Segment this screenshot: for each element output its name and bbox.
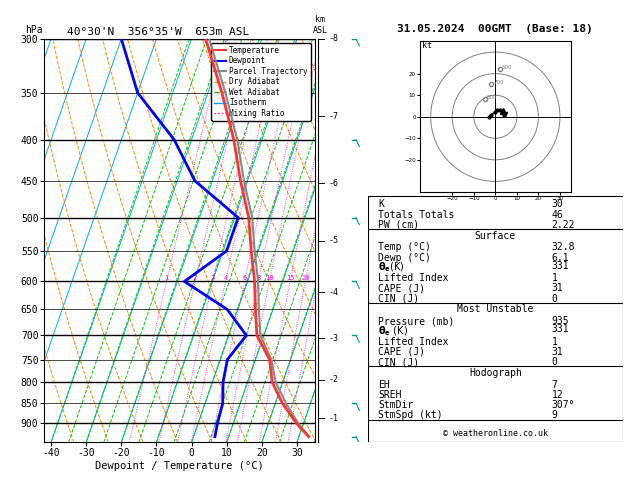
Text: -8: -8 (329, 35, 338, 43)
Text: 6: 6 (242, 276, 247, 281)
Text: Temp (°C): Temp (°C) (378, 243, 431, 252)
Text: Surface: Surface (475, 230, 516, 241)
Text: 800: 800 (487, 95, 497, 101)
Text: StmDir: StmDir (378, 400, 413, 410)
Text: 31: 31 (552, 347, 563, 357)
Text: CAPE (J): CAPE (J) (378, 347, 425, 357)
Text: 9: 9 (552, 411, 557, 420)
Text: -1: -1 (329, 414, 338, 423)
Text: 2.22: 2.22 (552, 220, 575, 230)
Text: Hodograph: Hodograph (469, 368, 522, 378)
Text: 3: 3 (211, 276, 214, 281)
Text: 331: 331 (552, 324, 569, 334)
Text: $\mathbf{\theta_e}$ (K): $\mathbf{\theta_e}$ (K) (378, 324, 408, 338)
Text: hPa: hPa (25, 25, 43, 35)
Text: 31.05.2024  00GMT  (Base: 18): 31.05.2024 00GMT (Base: 18) (398, 24, 593, 34)
Text: 6.1: 6.1 (552, 253, 569, 262)
Title: 40°30'N  356°35'W  653m ASL: 40°30'N 356°35'W 653m ASL (67, 27, 248, 37)
Text: CIN (J): CIN (J) (378, 294, 420, 304)
Text: 30: 30 (552, 199, 563, 209)
Text: 1: 1 (164, 276, 169, 281)
Text: 46: 46 (552, 209, 563, 220)
X-axis label: Dewpoint / Temperature (°C): Dewpoint / Temperature (°C) (95, 461, 264, 470)
Text: 0: 0 (552, 357, 557, 367)
Text: -4: -4 (329, 288, 338, 297)
Text: Lifted Index: Lifted Index (378, 273, 448, 283)
Text: 1: 1 (552, 273, 557, 283)
Text: 7: 7 (552, 380, 557, 390)
Text: -3: -3 (329, 334, 338, 343)
Text: Dewp (°C): Dewp (°C) (378, 253, 431, 262)
Text: CIN (J): CIN (J) (378, 357, 420, 367)
Text: 32.8: 32.8 (552, 243, 575, 252)
Text: 15: 15 (286, 276, 294, 281)
Text: 307°: 307° (552, 400, 575, 410)
Text: 20: 20 (301, 276, 309, 281)
Text: 331: 331 (552, 261, 569, 271)
Text: 2: 2 (193, 276, 197, 281)
Text: -6: -6 (329, 178, 338, 188)
Text: 8: 8 (256, 276, 260, 281)
Text: -5: -5 (329, 236, 338, 245)
Text: 4: 4 (223, 276, 228, 281)
Text: Lifted Index: Lifted Index (378, 337, 448, 347)
Text: StmSpd (kt): StmSpd (kt) (378, 411, 443, 420)
Text: kt: kt (422, 41, 432, 50)
Text: PW (cm): PW (cm) (378, 220, 420, 230)
Text: 500: 500 (502, 65, 512, 70)
Text: $\mathbf{\theta_e}$(K): $\mathbf{\theta_e}$(K) (378, 261, 405, 275)
Text: Pressure (mb): Pressure (mb) (378, 316, 455, 326)
Text: -7: -7 (329, 111, 338, 121)
Text: SREH: SREH (378, 390, 402, 400)
Text: 12: 12 (552, 390, 563, 400)
Text: EH: EH (378, 380, 390, 390)
Text: © weatheronline.co.uk: © weatheronline.co.uk (443, 429, 548, 438)
Text: -2: -2 (329, 375, 338, 384)
Text: 935: 935 (552, 316, 569, 326)
Text: 10: 10 (265, 276, 274, 281)
Text: K: K (378, 199, 384, 209)
Text: 1: 1 (552, 337, 557, 347)
Text: 31: 31 (552, 283, 563, 294)
Text: Most Unstable: Most Unstable (457, 304, 533, 314)
Legend: Temperature, Dewpoint, Parcel Trajectory, Dry Adiabat, Wet Adiabat, Isotherm, Mi: Temperature, Dewpoint, Parcel Trajectory… (211, 43, 311, 121)
Text: Totals Totals: Totals Totals (378, 209, 455, 220)
Text: CAPE (J): CAPE (J) (378, 283, 425, 294)
Text: 0: 0 (552, 294, 557, 304)
Text: 700: 700 (493, 80, 504, 86)
Text: km
ASL: km ASL (313, 16, 327, 35)
